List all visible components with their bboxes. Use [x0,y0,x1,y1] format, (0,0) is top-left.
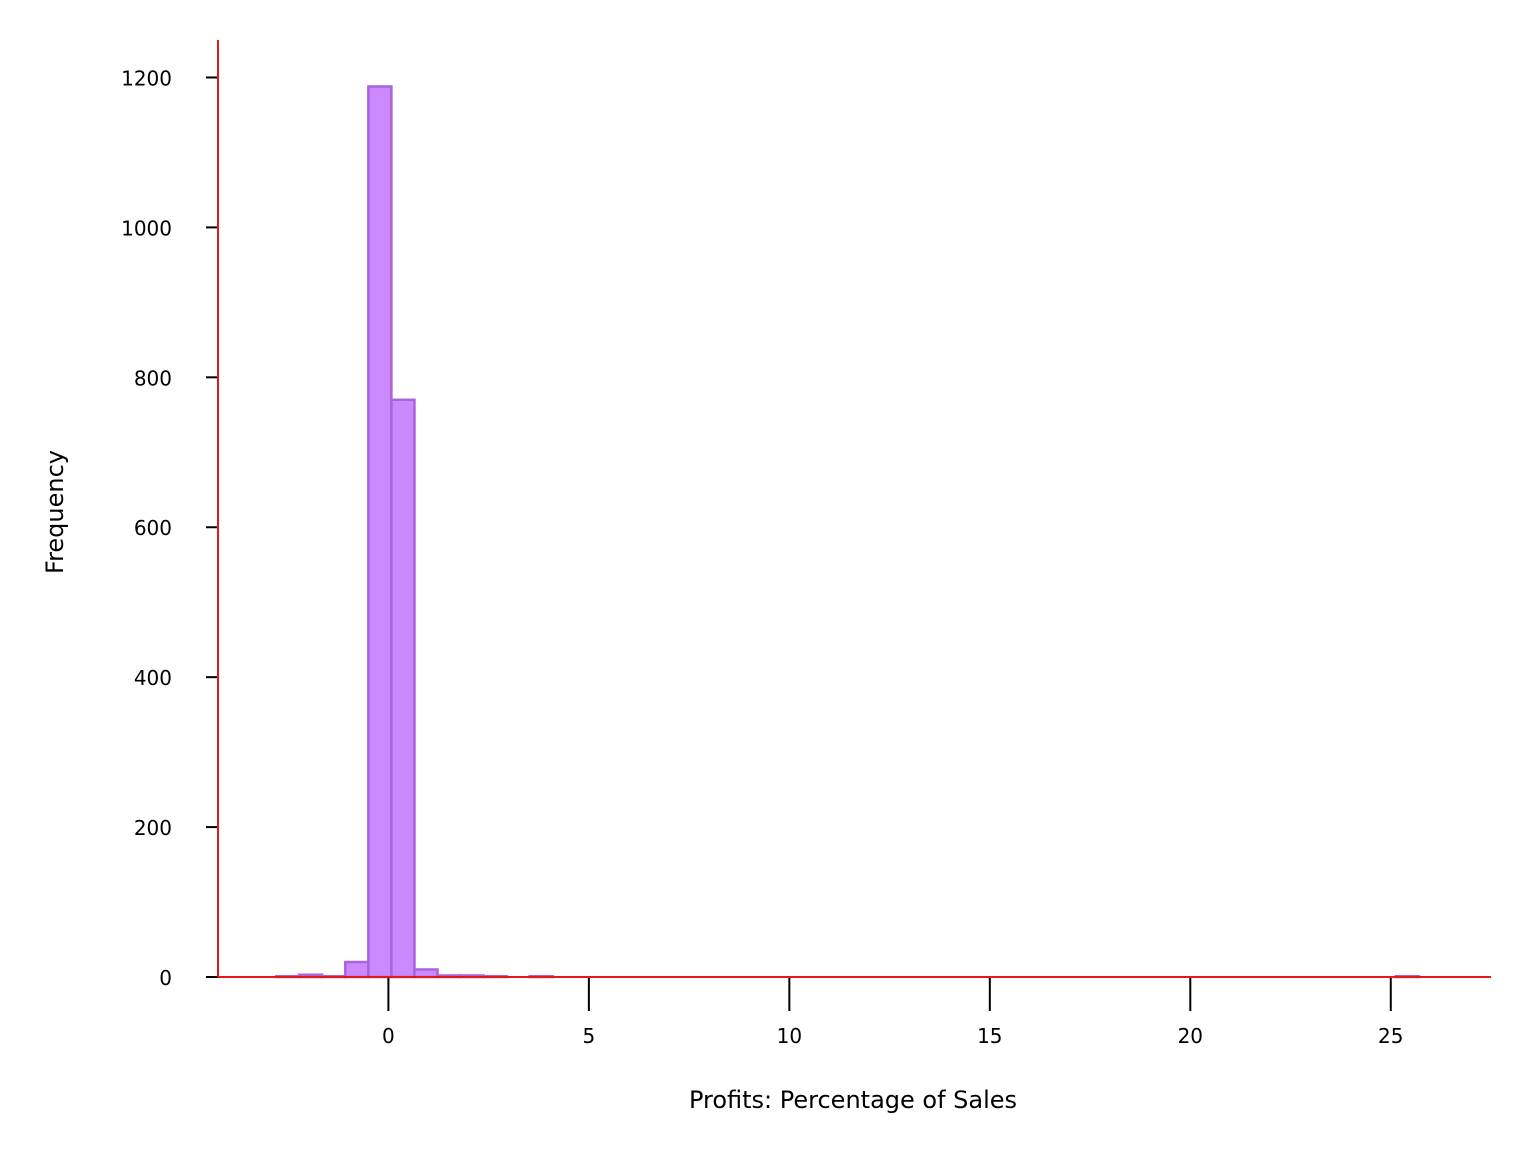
y-tick-label: 200 [134,816,172,840]
y-tick-label: 1200 [121,66,172,90]
histogram-bar [390,398,416,979]
y-tick-label: 400 [134,666,172,690]
x-tick-label: 0 [382,1024,395,1048]
histogram-bar [413,968,439,979]
x-axis-ticks: 0 5 10 15 20 25 [382,977,1403,1048]
y-tick-label: 800 [134,366,172,390]
x-tick-label: 10 [777,1024,802,1048]
y-tick-label: 0 [159,966,172,990]
y-axis-label: Frequency [41,450,69,574]
x-tick-label: 5 [583,1024,596,1048]
x-tick-label: 25 [1378,1024,1403,1048]
histogram-bars [274,85,1421,979]
histogram-bar [367,85,393,979]
x-tick-label: 20 [1178,1024,1203,1048]
y-tick-label: 1000 [121,216,172,240]
histogram-bar [344,960,370,979]
x-axis-label: Profits: Percentage of Sales [689,1086,1017,1114]
x-tick-label: 15 [977,1024,1002,1048]
y-tick-label: 600 [134,516,172,540]
y-axis-ticks: 0 200 400 600 800 1000 1200 [121,66,218,990]
